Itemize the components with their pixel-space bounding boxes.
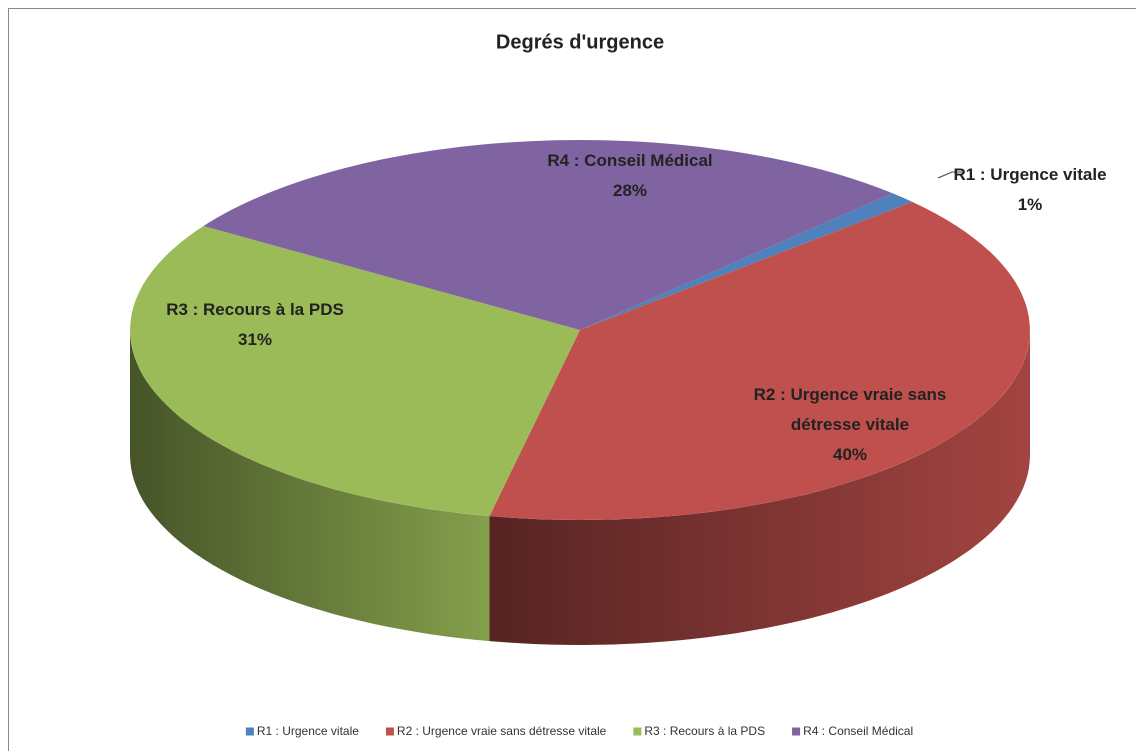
chart-title: Degrés d'urgence — [496, 31, 664, 53]
legend-label: R3 : Recours à la PDS — [644, 724, 765, 738]
data-label: R4 : Conseil Médical 28% — [500, 146, 760, 206]
leader-line — [937, 171, 962, 179]
legend-label: R4 : Conseil Médical — [803, 724, 913, 738]
legend-swatch — [792, 727, 801, 736]
slice-side — [489, 330, 1030, 645]
legend-swatch — [633, 727, 642, 736]
data-label-value: 31% — [237, 330, 273, 349]
data-label-value: 1% — [1017, 195, 1043, 214]
data-label-value: 28% — [612, 181, 648, 200]
slice — [580, 193, 913, 330]
legend-label: R2 : Urgence vraie sans détresse vitale — [397, 724, 607, 738]
slice — [130, 226, 580, 517]
slice — [489, 201, 1030, 520]
data-label-value: 40% — [832, 445, 868, 464]
data-label-name: R3 : Recours à la PDS — [166, 300, 344, 319]
slice-side — [130, 330, 490, 642]
legend-swatch — [245, 727, 254, 736]
data-label-name: R2 : Urgence vraie sans détresse vitale — [753, 385, 947, 434]
data-label: R2 : Urgence vraie sans détresse vitale 4… — [730, 380, 970, 470]
slice — [203, 140, 893, 330]
data-label-name: R4 : Conseil Médical — [547, 151, 713, 170]
legend-swatch — [385, 727, 394, 736]
data-label-name: R1 : Urgence vitale — [953, 165, 1107, 184]
data-label: R1 : Urgence vitale 1% — [910, 160, 1136, 220]
data-label: R3 : Recours à la PDS 31% — [125, 295, 385, 355]
legend-label: R1 : Urgence vitale — [257, 724, 359, 738]
